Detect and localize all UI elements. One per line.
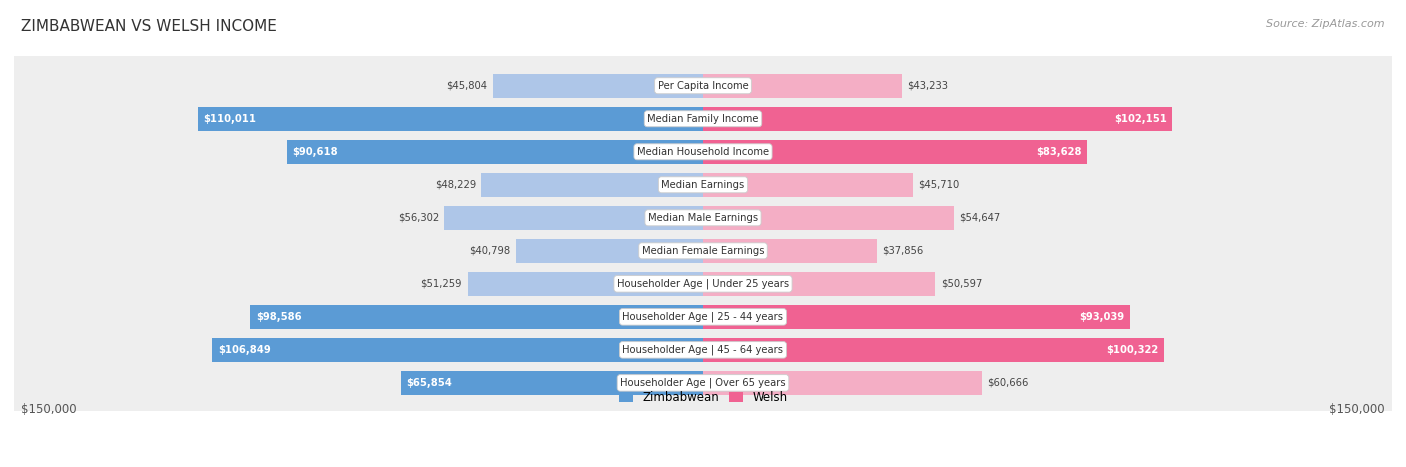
Bar [492,74,703,98]
Text: $150,000: $150,000 [21,403,76,417]
Bar [198,107,703,131]
FancyBboxPatch shape [11,0,1395,467]
Bar [703,140,1087,163]
FancyBboxPatch shape [11,0,1395,467]
Bar [703,338,1164,362]
FancyBboxPatch shape [11,0,1395,467]
Text: Median Household Income: Median Household Income [637,147,769,157]
Bar [212,338,703,362]
Text: Per Capita Income: Per Capita Income [658,81,748,91]
Bar [516,239,703,263]
Bar [287,140,703,163]
FancyBboxPatch shape [11,0,1395,467]
Bar [703,107,1173,131]
Text: $43,233: $43,233 [907,81,948,91]
Text: Median Family Income: Median Family Income [647,114,759,124]
Bar [703,206,955,230]
FancyBboxPatch shape [11,0,1395,467]
Bar [703,272,935,296]
Bar [703,305,1130,329]
Text: $110,011: $110,011 [204,114,256,124]
Text: $50,597: $50,597 [941,279,983,289]
Text: $93,039: $93,039 [1080,312,1125,322]
Bar [401,371,703,395]
Text: Householder Age | 25 - 44 years: Householder Age | 25 - 44 years [623,311,783,322]
Text: $48,229: $48,229 [434,180,477,190]
Text: $102,151: $102,151 [1114,114,1167,124]
Text: $45,804: $45,804 [446,81,486,91]
Text: $90,618: $90,618 [292,147,337,157]
Text: Householder Age | 45 - 64 years: Householder Age | 45 - 64 years [623,345,783,355]
FancyBboxPatch shape [11,0,1395,467]
Legend: Zimbabwean, Welsh: Zimbabwean, Welsh [614,386,792,409]
FancyBboxPatch shape [11,0,1395,467]
Text: Median Female Earnings: Median Female Earnings [641,246,765,256]
Bar [703,371,981,395]
Text: $56,302: $56,302 [398,213,439,223]
Text: $83,628: $83,628 [1036,147,1081,157]
Bar [703,173,912,197]
Text: $65,854: $65,854 [406,378,451,388]
Bar [444,206,703,230]
Text: Householder Age | Under 25 years: Householder Age | Under 25 years [617,279,789,289]
Text: $60,666: $60,666 [987,378,1029,388]
Text: $150,000: $150,000 [1330,403,1385,417]
Text: Householder Age | Over 65 years: Householder Age | Over 65 years [620,378,786,388]
Text: $54,647: $54,647 [959,213,1001,223]
Text: $45,710: $45,710 [918,180,960,190]
Text: ZIMBABWEAN VS WELSH INCOME: ZIMBABWEAN VS WELSH INCOME [21,19,277,34]
FancyBboxPatch shape [11,0,1395,467]
Bar [703,239,877,263]
Text: $51,259: $51,259 [420,279,463,289]
FancyBboxPatch shape [11,0,1395,467]
Text: $37,856: $37,856 [883,246,924,256]
Bar [468,272,703,296]
Text: Median Male Earnings: Median Male Earnings [648,213,758,223]
Text: $100,322: $100,322 [1107,345,1159,355]
Text: $106,849: $106,849 [218,345,270,355]
Text: Source: ZipAtlas.com: Source: ZipAtlas.com [1267,19,1385,28]
Bar [250,305,703,329]
Bar [703,74,901,98]
Text: $98,586: $98,586 [256,312,301,322]
FancyBboxPatch shape [11,0,1395,467]
Text: Median Earnings: Median Earnings [661,180,745,190]
Text: $40,798: $40,798 [470,246,510,256]
Bar [481,173,703,197]
